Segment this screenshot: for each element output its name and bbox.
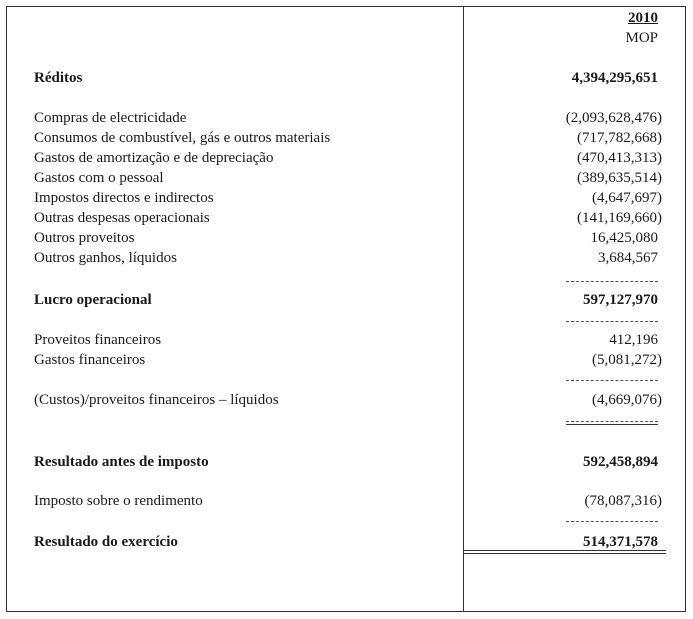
row-value: (4,669,076)	[592, 392, 662, 408]
row-value: 16,425,080	[590, 230, 659, 246]
subtotal-rule	[566, 521, 658, 522]
row-label: Outras despesas operacionais	[34, 210, 210, 226]
year-header: 2010	[628, 10, 658, 26]
row-label: Consumos de combustível, gás e outros ma…	[34, 130, 331, 146]
row-value: (5,081,272)	[592, 352, 662, 368]
row-value: 514,371,578	[583, 534, 658, 550]
subtotal-rule	[566, 380, 658, 381]
row-value: (470,413,313)	[577, 150, 662, 166]
row-value: 412,196	[609, 332, 658, 348]
row-label: Impostos directos e indirectos	[34, 190, 214, 206]
row-label: Compras de electricidade	[34, 110, 187, 126]
row-value: 592,458,894	[583, 454, 658, 470]
row-label: Outros proveitos	[34, 230, 135, 246]
double-rule	[566, 424, 658, 426]
row-value: 3,684,567	[598, 250, 658, 266]
row-label: Gastos financeiros	[34, 352, 146, 368]
row-label: (Custos)/proveitos financeiros – líquido…	[34, 392, 279, 408]
row-label: Outros ganhos, líquidos	[34, 250, 177, 266]
row-value: 4,394,295,651	[571, 70, 658, 86]
subtotal-rule	[566, 281, 658, 282]
row-value: 597,127,970	[583, 292, 658, 308]
row-value: (389,635,514)	[577, 170, 662, 186]
row-label: Proveitos financeiros	[34, 332, 162, 348]
column-divider	[463, 6, 464, 612]
row-value: (717,782,668)	[577, 130, 662, 146]
subtotal-rule	[566, 421, 658, 422]
row-value: (2,093,628,476)	[565, 110, 662, 126]
row-label: Resultado do exercício	[34, 534, 178, 550]
row-label: Gastos de amortização e de depreciação	[34, 150, 274, 166]
row-value: (4,647,697)	[592, 190, 662, 206]
row-label: Gastos com o pessoal	[34, 170, 164, 186]
row-value: (141,169,660)	[577, 210, 662, 226]
row-label: Resultado antes de imposto	[34, 454, 209, 470]
row-value: (78,087,316)	[584, 493, 663, 509]
row-label: Lucro operacional	[34, 292, 152, 308]
total-double-rule	[463, 550, 666, 554]
currency-header: MOP	[625, 30, 658, 46]
table-frame	[6, 6, 686, 612]
row-label: Réditos	[34, 70, 83, 86]
row-label: Imposto sobre o rendimento	[34, 493, 203, 509]
subtotal-rule	[566, 321, 658, 322]
